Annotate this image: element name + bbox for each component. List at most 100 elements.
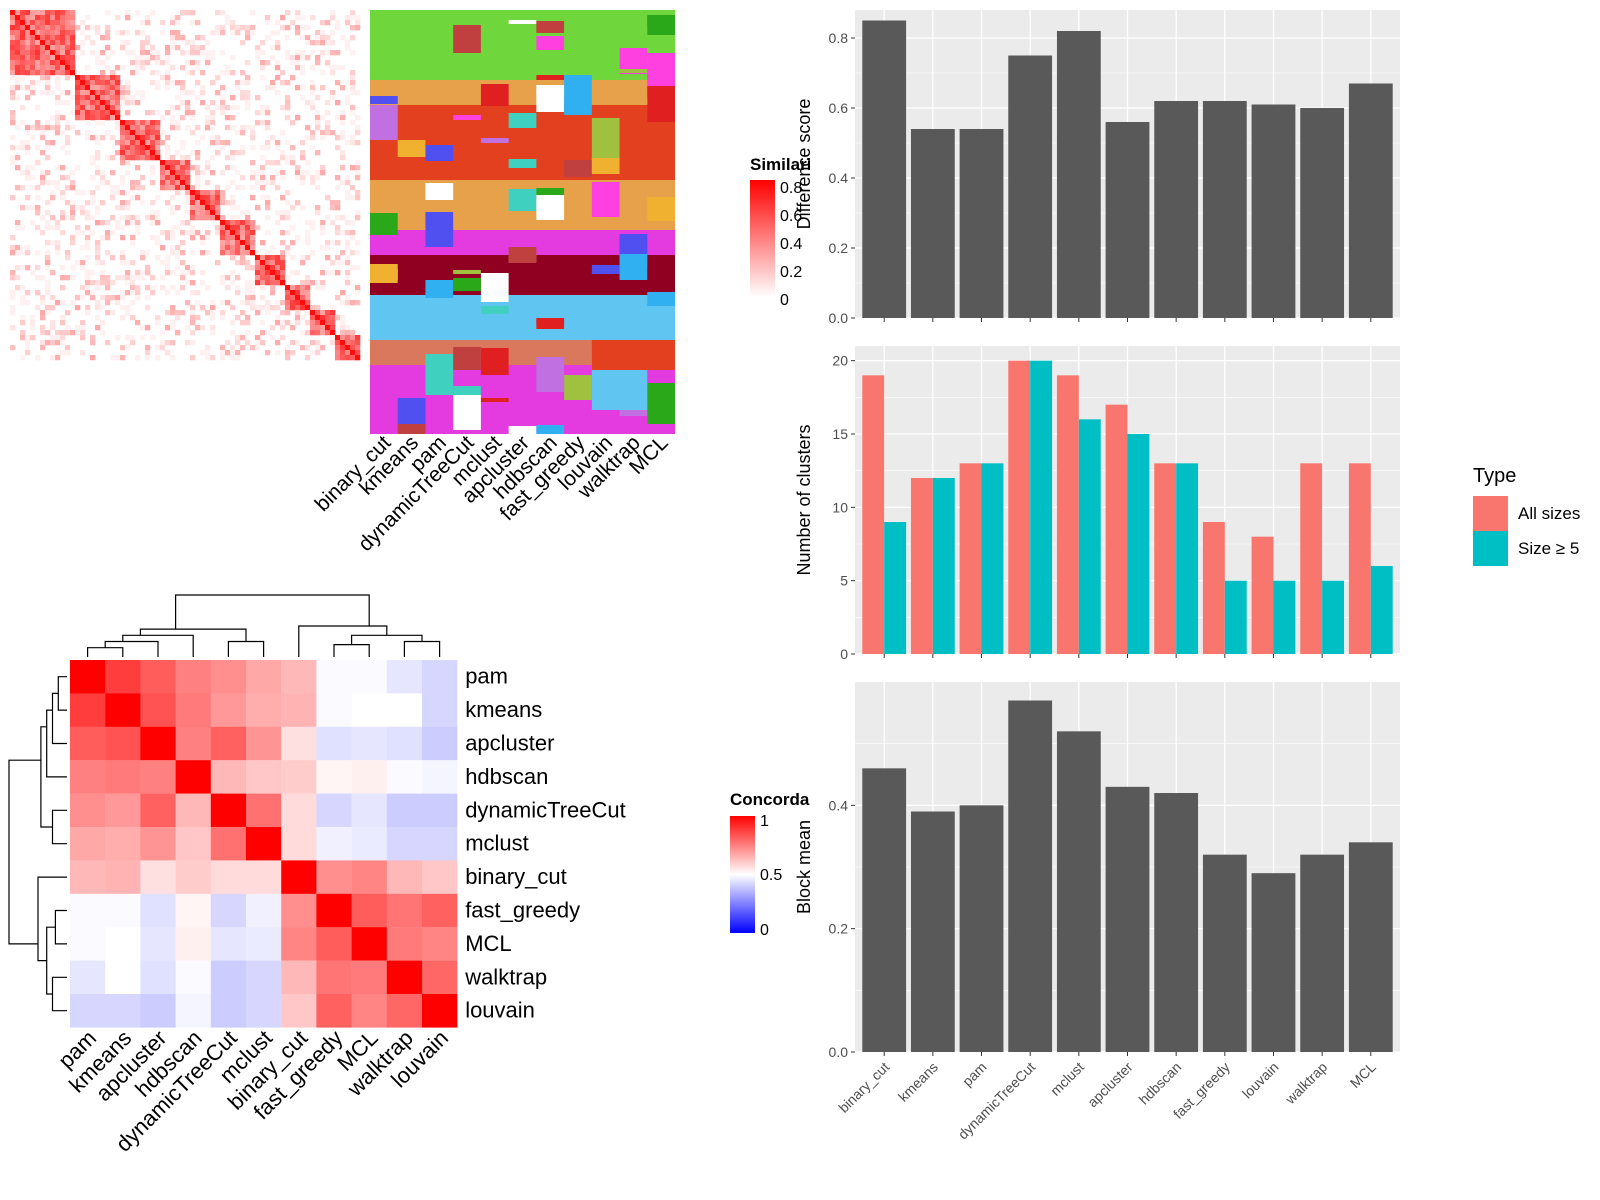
assignment-segment	[480, 84, 509, 106]
similarity-cell	[10, 345, 16, 351]
similarity-cell	[115, 30, 121, 36]
similarity-cell	[185, 170, 191, 176]
similarity-cell	[235, 205, 241, 211]
similarity-cell	[165, 185, 171, 191]
similarity-cell	[290, 155, 296, 161]
similarity-cell	[100, 100, 106, 106]
similarity-cell	[65, 65, 71, 71]
similarity-cell	[230, 105, 236, 111]
similarity-cell	[120, 275, 126, 281]
similarity-cell	[95, 325, 101, 331]
similarity-cell	[60, 55, 66, 61]
similarity-cell	[260, 285, 266, 291]
similarity-cell	[80, 230, 86, 236]
similarity-cell	[315, 115, 321, 121]
similarity-cell	[20, 285, 26, 291]
similarity-cell	[110, 80, 116, 86]
similarity-cell	[45, 120, 51, 126]
similarity-cell	[285, 35, 291, 41]
similarity-cell	[190, 150, 196, 156]
similarity-cell	[90, 230, 96, 236]
similarity-cell	[180, 90, 186, 96]
similarity-cell	[10, 235, 16, 241]
similarity-cell	[280, 250, 286, 256]
similarity-cell	[335, 185, 341, 191]
similarity-cell	[75, 115, 81, 121]
similarity-cell	[275, 260, 281, 266]
similarity-cell	[95, 100, 101, 106]
assignment-segment	[536, 75, 565, 80]
similarity-cell	[65, 70, 71, 76]
bar-all-sizes	[959, 463, 982, 654]
cluster-assignment-heatmap	[370, 10, 675, 434]
similarity-cell	[80, 50, 86, 56]
similarity-cell	[155, 55, 161, 61]
similarity-cell	[315, 330, 321, 336]
similarity-cell	[115, 335, 121, 341]
similarity-cell	[70, 210, 76, 216]
similarity-cell	[175, 175, 181, 181]
similarity-cell	[280, 15, 286, 21]
similarity-cell	[25, 20, 31, 26]
similarity-cell	[225, 125, 231, 131]
similarity-cell	[125, 150, 131, 156]
similarity-cell	[85, 110, 91, 116]
similarity-cell	[310, 350, 316, 356]
similarity-cell	[185, 160, 191, 166]
similarity-cell	[180, 220, 186, 226]
similarity-cell	[160, 275, 166, 281]
similarity-cell	[315, 95, 321, 101]
similarity-cell	[20, 25, 26, 31]
similarity-cell	[355, 130, 361, 136]
similarity-cell	[265, 60, 271, 66]
similarity-cell	[295, 305, 301, 311]
similarity-cell	[180, 140, 186, 146]
similarity-cell	[130, 260, 136, 266]
similarity-cell	[345, 40, 351, 46]
similarity-cell	[200, 210, 206, 216]
similarity-cell	[15, 85, 21, 91]
similarity-cell	[195, 35, 201, 41]
similarity-cell	[45, 45, 51, 51]
similarity-cell	[340, 355, 346, 361]
similarity-cell	[265, 105, 271, 111]
similarity-cell	[340, 150, 346, 156]
similarity-cell	[40, 20, 46, 26]
similarity-cell	[245, 80, 251, 86]
similarity-cell	[340, 215, 346, 221]
similarity-cell	[50, 40, 56, 46]
similarity-cell	[205, 190, 211, 196]
similarity-cell	[55, 300, 61, 306]
similarity-cell	[80, 325, 86, 331]
assignment-segment	[480, 348, 509, 375]
similarity-cell	[25, 10, 31, 16]
similarity-cell	[125, 275, 131, 281]
assignment-segment	[564, 75, 592, 115]
similarity-cell	[210, 310, 216, 316]
similarity-cell	[325, 240, 331, 246]
bar-all-sizes	[1251, 536, 1274, 654]
similarity-cell	[105, 75, 111, 81]
dendrogram-branch	[51, 809, 67, 845]
concordance-cell	[422, 693, 458, 727]
similarity-cell	[180, 310, 186, 316]
similarity-cell	[65, 125, 71, 131]
similarity-cell	[185, 300, 191, 306]
similarity-cell	[250, 305, 256, 311]
similarity-cell	[210, 155, 216, 161]
similarity-cell	[335, 135, 341, 141]
similarity-cell	[135, 55, 141, 61]
similarity-cell	[115, 125, 121, 131]
similarity-cell	[50, 35, 56, 41]
similarity-cell	[330, 30, 336, 36]
similarity-cell	[20, 120, 26, 126]
similarity-cell	[190, 130, 196, 136]
similarity-cell	[275, 265, 281, 271]
similarity-cell	[150, 120, 156, 126]
similarity-cell	[165, 260, 171, 266]
similarity-cell	[70, 55, 76, 61]
similarity-cell	[210, 80, 216, 86]
similarity-cell	[55, 50, 61, 56]
similarity-cell	[190, 340, 196, 346]
